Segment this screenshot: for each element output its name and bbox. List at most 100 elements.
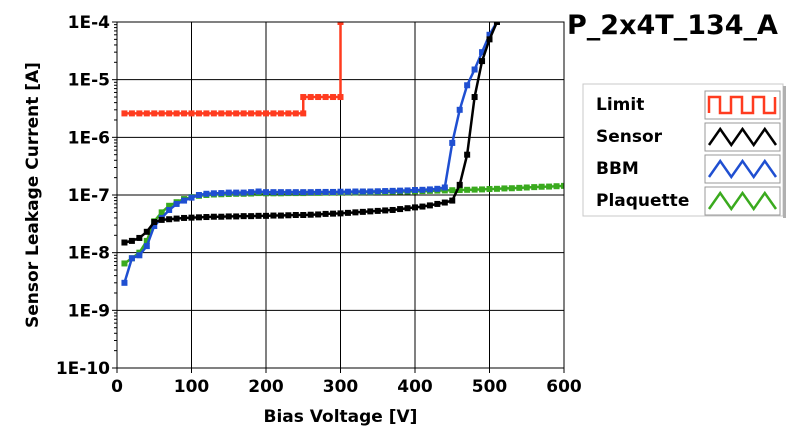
data-point bbox=[374, 207, 381, 214]
data-point bbox=[337, 188, 344, 195]
data-point bbox=[277, 212, 284, 219]
data-point bbox=[151, 110, 158, 117]
x-tick-label: 0 bbox=[111, 377, 123, 397]
data-point bbox=[382, 207, 389, 214]
data-point bbox=[218, 213, 225, 220]
data-point bbox=[292, 110, 299, 117]
data-point bbox=[121, 260, 128, 267]
data-point bbox=[143, 237, 150, 244]
data-point bbox=[203, 110, 210, 117]
data-point bbox=[255, 110, 262, 117]
legend-label: Limit bbox=[596, 95, 644, 115]
data-point bbox=[307, 94, 314, 101]
data-point bbox=[553, 183, 560, 190]
series-sensor bbox=[121, 22, 500, 246]
data-point bbox=[538, 183, 545, 190]
data-point bbox=[464, 82, 471, 89]
data-point bbox=[449, 197, 456, 204]
data-point bbox=[181, 110, 188, 117]
data-point bbox=[486, 186, 493, 193]
series-bbm bbox=[121, 22, 500, 286]
data-point bbox=[561, 182, 564, 189]
data-point bbox=[464, 186, 471, 193]
x-tick-label: 400 bbox=[397, 377, 433, 397]
x-tick-label: 500 bbox=[472, 377, 508, 397]
data-point bbox=[337, 210, 344, 217]
data-point bbox=[210, 190, 217, 197]
data-point bbox=[136, 110, 143, 117]
data-point bbox=[166, 216, 173, 223]
legend-shadow bbox=[783, 86, 786, 218]
data-point bbox=[166, 206, 173, 213]
data-point bbox=[449, 187, 456, 194]
data-point bbox=[471, 66, 478, 73]
y-tick-label: 1E-6 bbox=[68, 128, 110, 148]
data-point bbox=[441, 184, 448, 191]
data-point bbox=[285, 189, 292, 196]
data-point bbox=[352, 188, 359, 195]
y-tick-label: 1E-9 bbox=[68, 301, 110, 321]
data-point bbox=[315, 94, 322, 101]
legend-swatch-line bbox=[707, 190, 778, 212]
data-point bbox=[121, 279, 128, 286]
data-point bbox=[389, 206, 396, 213]
data-point bbox=[516, 184, 523, 191]
y-tick-label: 1E-5 bbox=[68, 71, 110, 91]
data-point bbox=[419, 203, 426, 210]
data-point bbox=[344, 209, 351, 216]
data-point bbox=[486, 36, 493, 43]
data-point bbox=[508, 185, 515, 192]
y-tick-label: 1E-7 bbox=[68, 186, 110, 206]
data-point bbox=[300, 94, 307, 101]
data-point bbox=[188, 110, 195, 117]
data-point bbox=[203, 214, 210, 221]
data-point bbox=[233, 189, 240, 196]
data-point bbox=[456, 187, 463, 194]
y-tick-label: 1E-10 bbox=[56, 359, 110, 379]
data-point bbox=[263, 110, 269, 117]
data-point bbox=[210, 110, 217, 117]
x-tick-label: 300 bbox=[323, 377, 359, 397]
data-point bbox=[248, 110, 255, 117]
legend-label: Sensor bbox=[596, 127, 663, 147]
data-point bbox=[486, 31, 493, 38]
series-layer bbox=[121, 22, 564, 286]
data-point bbox=[173, 200, 180, 207]
data-point bbox=[121, 239, 128, 246]
data-point bbox=[330, 188, 337, 195]
legend-swatch-line bbox=[707, 95, 777, 115]
data-point bbox=[151, 219, 158, 226]
data-point bbox=[270, 110, 277, 117]
x-axis-label: Bias Voltage [V] bbox=[264, 407, 418, 427]
data-point bbox=[136, 234, 143, 241]
data-point bbox=[300, 110, 307, 117]
data-point bbox=[218, 110, 225, 117]
data-point bbox=[315, 188, 322, 195]
data-point bbox=[158, 209, 165, 216]
data-point bbox=[143, 110, 150, 117]
data-point bbox=[531, 184, 538, 191]
legend-label: Plaquette bbox=[596, 191, 689, 211]
y-axis-ticks: 1E-4 1E-5 1E-6 1E-7 1E-8 1E-9 1E-10 bbox=[56, 13, 117, 379]
legend-swatch-box bbox=[704, 90, 781, 120]
data-point bbox=[337, 94, 344, 101]
data-point bbox=[307, 189, 314, 196]
data-point bbox=[255, 212, 262, 219]
data-point bbox=[225, 189, 232, 196]
data-point bbox=[322, 188, 329, 195]
data-point bbox=[501, 185, 508, 192]
data-point bbox=[315, 211, 322, 218]
data-point bbox=[188, 194, 195, 201]
data-point bbox=[493, 22, 500, 25]
data-point bbox=[434, 200, 441, 207]
data-point bbox=[359, 208, 366, 215]
data-point bbox=[270, 212, 277, 219]
data-point bbox=[404, 205, 411, 212]
data-point bbox=[344, 188, 351, 195]
y-tick-label: 1E-8 bbox=[68, 244, 110, 264]
data-point bbox=[270, 189, 277, 196]
data-point bbox=[158, 216, 165, 223]
data-point bbox=[479, 186, 486, 193]
data-point bbox=[128, 110, 135, 117]
x-tick-label: 600 bbox=[546, 377, 582, 397]
